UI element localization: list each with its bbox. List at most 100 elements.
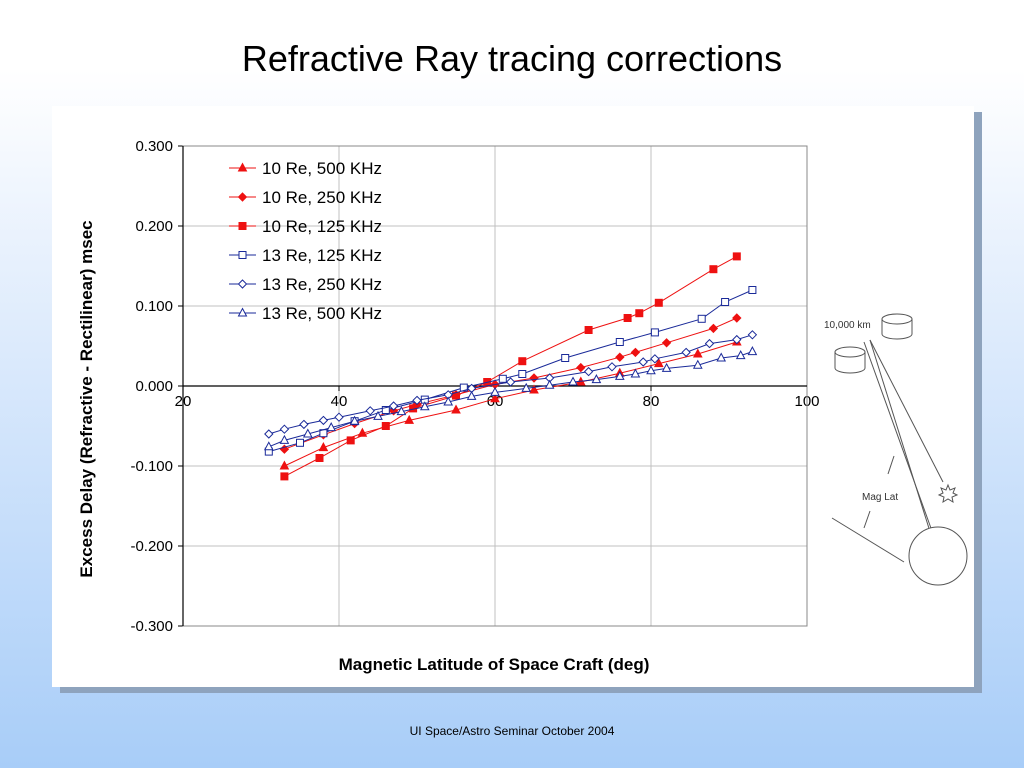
data-point [315,454,324,462]
data-point [708,323,719,334]
data-point [661,362,672,372]
data-point [732,334,742,345]
legend-marker [238,222,247,230]
ray-line [863,341,933,532]
data-point [638,357,648,367]
data-point [661,338,672,348]
series-0 [279,336,742,470]
data-point [635,309,644,318]
legend-marker [237,279,248,289]
legend-marker [237,192,248,202]
data-point [498,374,507,383]
data-point [704,338,715,349]
data-point [396,406,407,416]
slide-footer: UI Space/Astro Seminar October 2004 [409,724,615,738]
legend-entry: 10 Re, 500 KHz [229,159,382,178]
data-point [607,362,617,372]
legend-label: 10 Re, 250 KHz [262,188,382,207]
earth-circle [908,526,968,586]
data-point [365,406,375,416]
data-point [747,330,758,340]
data-point [646,365,656,375]
data-point [529,384,539,394]
data-point [326,422,337,432]
angle-tick [887,455,895,475]
data-point [349,415,360,425]
series-line [284,341,737,467]
data-point [452,391,460,400]
data-point [490,393,500,403]
legend-label: 10 Re, 125 KHz [262,217,382,236]
data-point [521,382,532,392]
y-tick-label: -0.200 [130,538,173,555]
data-point [419,401,430,411]
x-tick-label: 80 [643,393,660,410]
series-4 [264,330,758,439]
data-point [709,265,718,274]
data-point [748,286,757,294]
data-point [373,410,383,420]
data-point [614,370,625,380]
y-tick-label: 0.000 [135,378,173,395]
data-point [279,434,290,444]
sun-icon [937,483,959,504]
series-5 [263,346,758,451]
data-point [692,348,703,358]
data-point [346,436,355,445]
data-point [630,347,641,358]
cylinder-icon [881,313,913,340]
data-point [334,412,344,422]
data-point [615,338,624,346]
data-point [263,441,274,451]
geometry-diagram: 10,000 km Mag Lat [824,313,968,586]
data-point [490,386,500,396]
data-point [544,379,555,389]
legend-entry: 13 Re, 125 KHz [229,246,382,265]
distance-label: 10,000 km [824,320,871,331]
data-point [650,328,659,337]
data-point [518,370,527,378]
data-point [561,354,570,362]
data-point [681,347,691,358]
data-point [279,424,290,434]
data-point [318,415,329,426]
data-point [732,252,741,261]
data-point [716,352,727,362]
data-point [299,419,309,430]
data-point [735,350,746,360]
data-point [404,414,415,424]
legend-entry: 10 Re, 250 KHz [229,188,382,207]
data-point [615,352,625,362]
data-point [650,354,660,364]
legend-marker [237,162,248,172]
data-point [381,422,390,430]
data-point [505,377,516,387]
series-2 [280,252,741,481]
legend-label: 13 Re, 500 KHz [262,304,382,323]
slide-title: Refractive Ray tracing corrections [241,38,783,79]
data-point [318,442,329,452]
x-tick-label: 40 [331,393,348,410]
data-point [721,298,730,306]
data-point [443,396,454,406]
chart-panel: -0.300 -0.200 -0.100 0.000 0.100 0.200 0.300 20… [52,106,974,687]
angle-tick [863,510,871,529]
data-point [296,438,304,447]
data-point [576,362,586,373]
data-point [466,390,477,400]
x-axis-title: Magnetic Latitude of Space Craft (deg) [339,655,650,674]
data-point [279,460,290,470]
y-tick-label: 0.200 [135,218,173,235]
ray-line [869,339,944,483]
legend-marker [238,251,247,259]
data-point [381,406,390,414]
legend-entry: 10 Re, 125 KHz [229,217,382,236]
y-tick-label: 0.100 [135,298,173,315]
data-point [654,298,663,307]
data-point [568,376,578,386]
cylinder-icon [834,346,866,374]
data-point [732,313,742,323]
ray-line [869,339,938,555]
y-tick-label: -0.100 [130,458,173,475]
data-point [584,326,593,334]
